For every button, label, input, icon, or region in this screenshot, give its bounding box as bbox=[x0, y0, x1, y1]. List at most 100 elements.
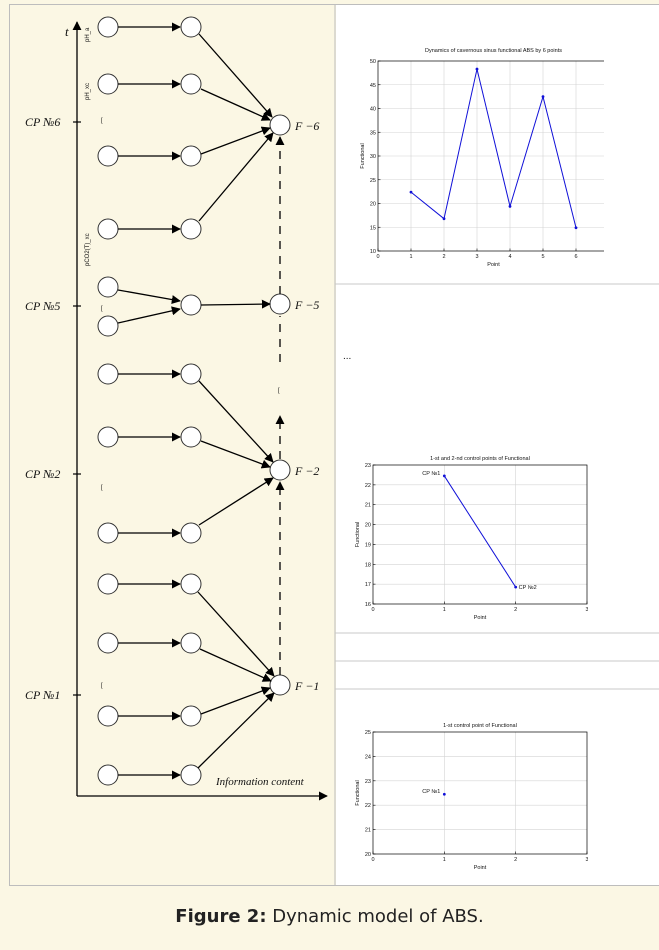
x-tick-label: 0 bbox=[371, 857, 374, 863]
node bbox=[97, 764, 119, 786]
data-point bbox=[541, 95, 545, 99]
x-tick-label: 2 bbox=[442, 254, 445, 260]
point-label: CP №1 bbox=[422, 789, 440, 795]
y-tick-label: 10 bbox=[370, 249, 376, 255]
node bbox=[97, 632, 119, 654]
input-nodes bbox=[97, 16, 119, 786]
x-tick-label: 6 bbox=[574, 254, 577, 260]
information-axis-label: Information content bbox=[215, 776, 305, 788]
cp6-label: CP №6 bbox=[25, 115, 60, 129]
time-axis-label: t bbox=[65, 24, 69, 39]
arrow bbox=[200, 440, 271, 469]
node bbox=[180, 522, 202, 544]
y-tick-label: 18 bbox=[365, 562, 371, 568]
arrow bbox=[117, 289, 181, 305]
arrow bbox=[117, 306, 181, 324]
y-tick-label: 20 bbox=[370, 202, 376, 208]
x-tick-label: 1 bbox=[443, 607, 446, 613]
data-point bbox=[514, 585, 518, 589]
y-tick-label: 30 bbox=[370, 154, 376, 160]
param-label-phxc: pH_xc bbox=[85, 83, 91, 100]
node bbox=[97, 73, 119, 95]
y-tick-label: 22 bbox=[365, 483, 371, 489]
node bbox=[180, 145, 202, 167]
ellipsis-text: ... bbox=[343, 351, 351, 362]
x-axis-label: Point bbox=[474, 865, 487, 871]
node bbox=[97, 16, 119, 38]
series-line bbox=[443, 475, 517, 588]
chart-1-svg: Dynamics of cavernous sinus functional A… bbox=[360, 48, 604, 268]
node bbox=[97, 145, 119, 167]
arrow bbox=[200, 686, 271, 715]
y-tick-label: 50 bbox=[370, 59, 376, 65]
param-label-pco2: pCO2(T)_xc bbox=[85, 233, 91, 266]
plot-frame bbox=[372, 464, 588, 605]
chart-1: Dynamics of cavernous sinus functional A… bbox=[342, 41, 604, 275]
arrow bbox=[200, 299, 271, 309]
y-axis-label: Functional bbox=[355, 522, 361, 547]
y-tick-label: 21 bbox=[365, 828, 371, 834]
node bbox=[180, 16, 202, 38]
x-tick-label: 1 bbox=[409, 254, 412, 260]
f1-node bbox=[269, 674, 291, 696]
arrow bbox=[200, 88, 271, 121]
data-point bbox=[442, 792, 446, 796]
bracket-mark: [ bbox=[101, 306, 103, 312]
chart-2: 1-st and 2-nd control points of Function… bbox=[342, 448, 588, 628]
y-tick-label: 23 bbox=[365, 779, 371, 785]
y-tick-label: 25 bbox=[365, 730, 371, 736]
arrow bbox=[198, 380, 274, 463]
arrow bbox=[199, 648, 272, 682]
arrows bbox=[117, 22, 275, 780]
y-tick-label: 22 bbox=[365, 803, 371, 809]
data-point bbox=[409, 190, 413, 194]
y-tick-label: 20 bbox=[365, 523, 371, 529]
data-point bbox=[508, 204, 512, 208]
node bbox=[180, 294, 202, 316]
cp1-label: CP №1 bbox=[25, 688, 60, 702]
data-point bbox=[475, 67, 479, 71]
point-label: CP №2 bbox=[519, 585, 537, 591]
y-tick-label: 23 bbox=[365, 463, 371, 469]
chart-title: 1-st and 2-nd control points of Function… bbox=[430, 456, 530, 462]
y-tick-label: 35 bbox=[370, 130, 376, 136]
arrow bbox=[198, 132, 274, 222]
node bbox=[97, 315, 119, 337]
f5-label: F −5 bbox=[294, 298, 319, 312]
x-tick-label: 4 bbox=[508, 254, 511, 260]
data-point bbox=[574, 226, 578, 230]
f6-node bbox=[269, 114, 291, 136]
f5-node bbox=[269, 293, 291, 315]
caption-text: Dynamic model of ABS. bbox=[272, 906, 484, 927]
figure-caption: Figure 2: Dynamic model of ABS. bbox=[0, 906, 659, 927]
y-axis-label: Functional bbox=[355, 780, 361, 805]
plot-frame bbox=[372, 731, 588, 855]
node bbox=[180, 764, 202, 786]
x-tick-label: 2 bbox=[514, 857, 517, 863]
chart-title: 1-st control point of Functional bbox=[443, 723, 517, 729]
point-label: CP №1 bbox=[422, 471, 440, 477]
y-tick-label: 40 bbox=[370, 107, 376, 113]
y-tick-label: 16 bbox=[365, 602, 371, 608]
intermediate-nodes bbox=[180, 16, 202, 786]
f2-label: F −2 bbox=[294, 464, 319, 478]
x-tick-label: 3 bbox=[585, 857, 588, 863]
node bbox=[97, 705, 119, 727]
cp5-label: CP №5 bbox=[25, 299, 60, 313]
node bbox=[180, 632, 202, 654]
data-point bbox=[442, 474, 446, 478]
x-tick-label: 3 bbox=[585, 607, 588, 613]
bracket-mark: [ bbox=[278, 388, 280, 394]
node bbox=[180, 573, 202, 595]
f2-node bbox=[269, 459, 291, 481]
param-label-pha: pH_a bbox=[85, 27, 91, 42]
node bbox=[97, 573, 119, 595]
node bbox=[180, 705, 202, 727]
chart-2-svg: 1-st and 2-nd control points of Function… bbox=[355, 456, 588, 621]
node bbox=[180, 426, 202, 448]
bracket-mark: [ bbox=[101, 485, 103, 491]
y-tick-label: 24 bbox=[365, 754, 371, 760]
bracket-mark: [ bbox=[101, 683, 103, 689]
x-tick-label: 0 bbox=[376, 254, 379, 260]
